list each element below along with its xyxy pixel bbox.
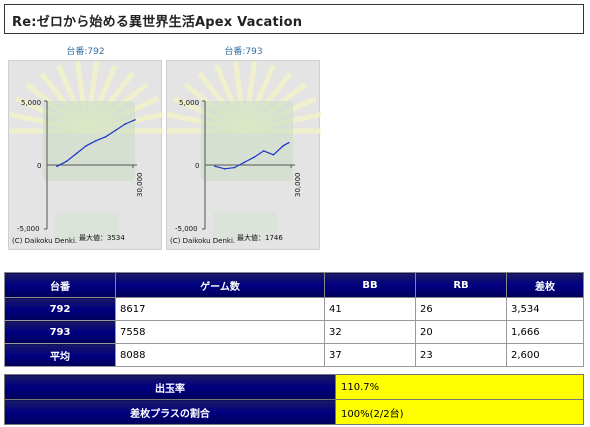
table-cell: 8088: [115, 343, 325, 367]
data-point: [272, 153, 275, 156]
col-header: RB: [415, 272, 507, 298]
table-row: 平均 8088 37 23 2,600: [4, 343, 584, 367]
y-bottom-label: -5,000: [175, 225, 198, 233]
data-point: [253, 156, 255, 159]
row-header: 平均: [4, 343, 116, 367]
x-end-label: 30,000: [294, 172, 302, 198]
background-board: [43, 101, 135, 181]
summary-table: 出玉率 110.7% 差枚プラスの割合 100%(2/2台): [4, 374, 584, 425]
y-bottom-label: -5,000: [17, 225, 40, 233]
col-header: 台番: [4, 272, 116, 298]
data-point: [56, 165, 58, 168]
chart-panel: 5,000 0 -5,000 30,000 最大値：1746 (C) Daiko…: [166, 60, 321, 250]
table-cell: 7558: [115, 320, 325, 344]
max-value-label: 最大値：3534: [79, 234, 125, 242]
data-point: [262, 150, 265, 152]
x-end-label: 30,000: [136, 172, 144, 198]
page-title: Re:ゼロから始める異世界生活Apex Vacation: [12, 15, 303, 30]
data-point: [223, 168, 226, 170]
table-cell: 8617: [115, 297, 325, 321]
table-cell: 3,534: [506, 297, 584, 321]
y-top-label: 5,000: [21, 99, 42, 107]
y-zero-label: 0: [195, 162, 200, 170]
data-point: [65, 160, 68, 162]
background-board: [55, 211, 119, 241]
col-header: BB: [324, 272, 416, 298]
background-board: [213, 211, 277, 241]
chart-card-793: 台番:793 5,000 0 -5,000 30,000 最大値：1746 (C…: [166, 46, 321, 250]
slump-graph: [9, 61, 163, 241]
data-point: [95, 139, 97, 142]
table-cell: 41: [324, 297, 416, 321]
summary-label: 出玉率: [4, 374, 336, 400]
y-top-label: 5,000: [179, 99, 200, 107]
row-header: 792: [4, 297, 116, 321]
copyright: (C) Daikoku Denki.: [170, 237, 236, 245]
col-header: ゲーム数: [115, 272, 325, 298]
chart-card-792: 台番:792 5,000 0 -5,000 30,000 最大値：3534 (C…: [8, 46, 163, 250]
summary-row: 差枚プラスの割合 100%(2/2台): [4, 399, 584, 425]
data-point: [85, 145, 88, 147]
data-point: [104, 136, 107, 138]
row-header: 793: [4, 320, 116, 344]
machine-number-link[interactable]: 台番:792: [66, 47, 105, 57]
data-point: [75, 152, 78, 155]
table-cell: 20: [415, 320, 507, 344]
col-header: 差枚: [506, 272, 584, 298]
y-zero-label: 0: [37, 162, 42, 170]
background-board: [201, 101, 293, 181]
page-title-box: Re:ゼロから始める異世界生活Apex Vacation: [4, 4, 584, 34]
data-point: [233, 166, 236, 169]
table-row: 793 7558 32 20 1,666: [4, 320, 584, 344]
table-cell: 23: [415, 343, 507, 367]
summary-value: 110.7%: [335, 374, 584, 400]
table-cell: 37: [324, 343, 416, 367]
max-value-label: 最大値：1746: [237, 234, 283, 242]
data-point: [243, 161, 246, 164]
table-cell: 26: [415, 297, 507, 321]
table-cell: 32: [324, 320, 416, 344]
summary-label: 差枚プラスの割合: [4, 399, 336, 425]
data-point: [134, 118, 136, 121]
chart-panel: 5,000 0 -5,000 30,000 最大値：3534 (C) Daiko…: [8, 60, 163, 250]
data-point: [287, 141, 290, 144]
machine-data-table: 台番 ゲーム数 BB RB 差枚 792 8617 41 26 3,534 79…: [4, 272, 584, 367]
summary-row: 出玉率 110.7%: [4, 374, 584, 400]
summary-value: 100%(2/2台): [335, 399, 584, 425]
copyright: (C) Daikoku Denki.: [12, 237, 78, 245]
slump-graph: [167, 61, 321, 241]
table-cell: 2,600: [506, 343, 584, 367]
table-row: 792 8617 41 26 3,534: [4, 297, 584, 321]
table-header-row: 台番 ゲーム数 BB RB 差枚: [4, 272, 584, 298]
machine-number-link[interactable]: 台番:793: [224, 47, 263, 57]
data-point: [114, 129, 117, 132]
data-point: [124, 123, 127, 125]
table-cell: 1,666: [506, 320, 584, 344]
data-point: [214, 165, 216, 168]
data-point: [282, 145, 285, 147]
